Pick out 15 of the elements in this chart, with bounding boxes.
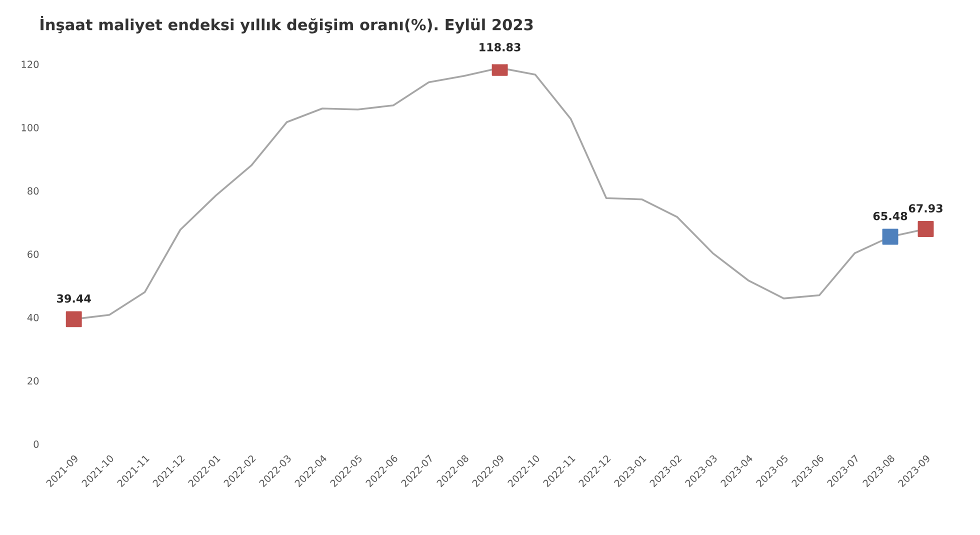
point: [66, 311, 82, 328]
y-tick-label: 120: [22, 60, 39, 68]
point: [882, 228, 898, 245]
y-tick-label: 60: [28, 250, 39, 258]
y-tick-label: 80: [28, 187, 39, 195]
y-tick-label: 100: [22, 124, 39, 132]
data-label: 67.93: [908, 204, 942, 213]
y-tick-label: 40: [27, 314, 39, 322]
point: [918, 221, 934, 237]
data-label: 118.83: [480, 42, 520, 52]
data-label: 39.44: [57, 294, 91, 303]
chart-title: İnşaat maliyet endeksi yıllık değişim oranı(%). Eylül 2023: [40, 16, 533, 34]
data-label: 65.48: [873, 212, 908, 220]
y-tick-label: 0: [34, 440, 39, 448]
y-tick-label: 20: [28, 377, 39, 385]
